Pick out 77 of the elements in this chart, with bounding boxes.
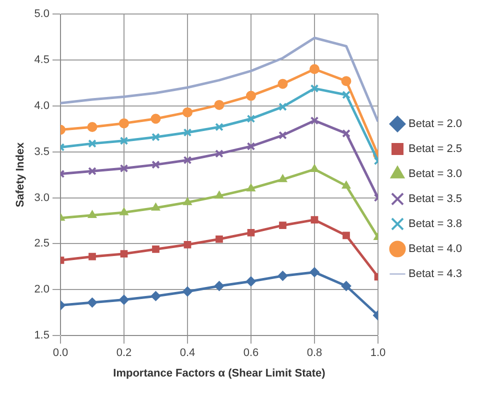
legend-label: Betat = 2.0 (408, 118, 462, 130)
x-tick-label: 0.6 (243, 347, 259, 360)
point (247, 229, 255, 236)
y-tick-label: 5.0 (34, 8, 50, 20)
point (152, 246, 160, 253)
point (278, 270, 288, 281)
point (310, 116, 319, 125)
legend-label: Betat = 4.0 (408, 243, 462, 256)
y-tick-label: 4.5 (34, 54, 50, 66)
point (183, 156, 192, 164)
point (310, 216, 318, 224)
point (118, 118, 129, 128)
point (342, 232, 350, 240)
legend-label: Betat = 4.3 (408, 268, 462, 280)
point (342, 129, 350, 138)
point (215, 149, 224, 158)
point (151, 202, 160, 211)
y-tick-label: 1.5 (34, 330, 50, 342)
x-tick-label: 0.8 (306, 347, 322, 360)
point (279, 222, 286, 230)
point (88, 252, 96, 260)
point (309, 64, 320, 74)
point (246, 184, 256, 192)
y-tick-label: 2.0 (34, 284, 50, 296)
point (214, 190, 224, 199)
point (246, 276, 256, 286)
point (118, 294, 129, 305)
point (120, 250, 128, 258)
point (278, 78, 288, 89)
point (88, 210, 97, 218)
point (342, 180, 351, 189)
point (246, 90, 256, 101)
y-tick-label: 2.5 (34, 238, 50, 250)
legend-label: Betat = 3.5 (408, 193, 462, 206)
point (278, 102, 287, 111)
point (215, 122, 224, 132)
x-tick-label: 0.2 (116, 347, 132, 360)
point (152, 132, 160, 142)
x-tick-label: 1.0 (370, 347, 386, 360)
legend-label: Betat = 3.0 (408, 168, 462, 180)
legend-label: Betat = 3.8 (408, 218, 462, 230)
point (246, 142, 256, 150)
point (246, 114, 256, 123)
point (341, 280, 352, 291)
point (120, 207, 128, 216)
point (184, 240, 192, 248)
point (183, 128, 192, 137)
legend-label: Betat = 2.5 (408, 143, 462, 156)
point (214, 280, 224, 291)
point (278, 131, 287, 140)
point (214, 100, 224, 110)
point (87, 298, 98, 308)
point (87, 122, 98, 132)
point (150, 291, 161, 302)
x-tick-label: 0.0 (52, 347, 68, 360)
point (182, 107, 192, 118)
point (183, 197, 192, 206)
y-axis-title: Safety Index (14, 142, 27, 208)
point (310, 84, 319, 93)
point (150, 114, 161, 124)
point (88, 166, 96, 176)
point (216, 235, 223, 243)
point (342, 90, 350, 100)
point (152, 160, 160, 169)
x-axis-title: Importance Factors α (Shear Limit State) (113, 367, 326, 380)
y-tick-label: 4.0 (34, 100, 50, 112)
point (120, 164, 128, 173)
point (182, 286, 192, 296)
point (341, 76, 352, 86)
x-tick-label: 0.4 (180, 347, 196, 360)
point (278, 174, 288, 182)
point (310, 164, 319, 172)
point (88, 139, 96, 148)
point (309, 267, 320, 278)
point (120, 136, 128, 145)
y-tick-label: 3.5 (34, 146, 50, 158)
y-tick-label: 3.0 (34, 192, 50, 204)
